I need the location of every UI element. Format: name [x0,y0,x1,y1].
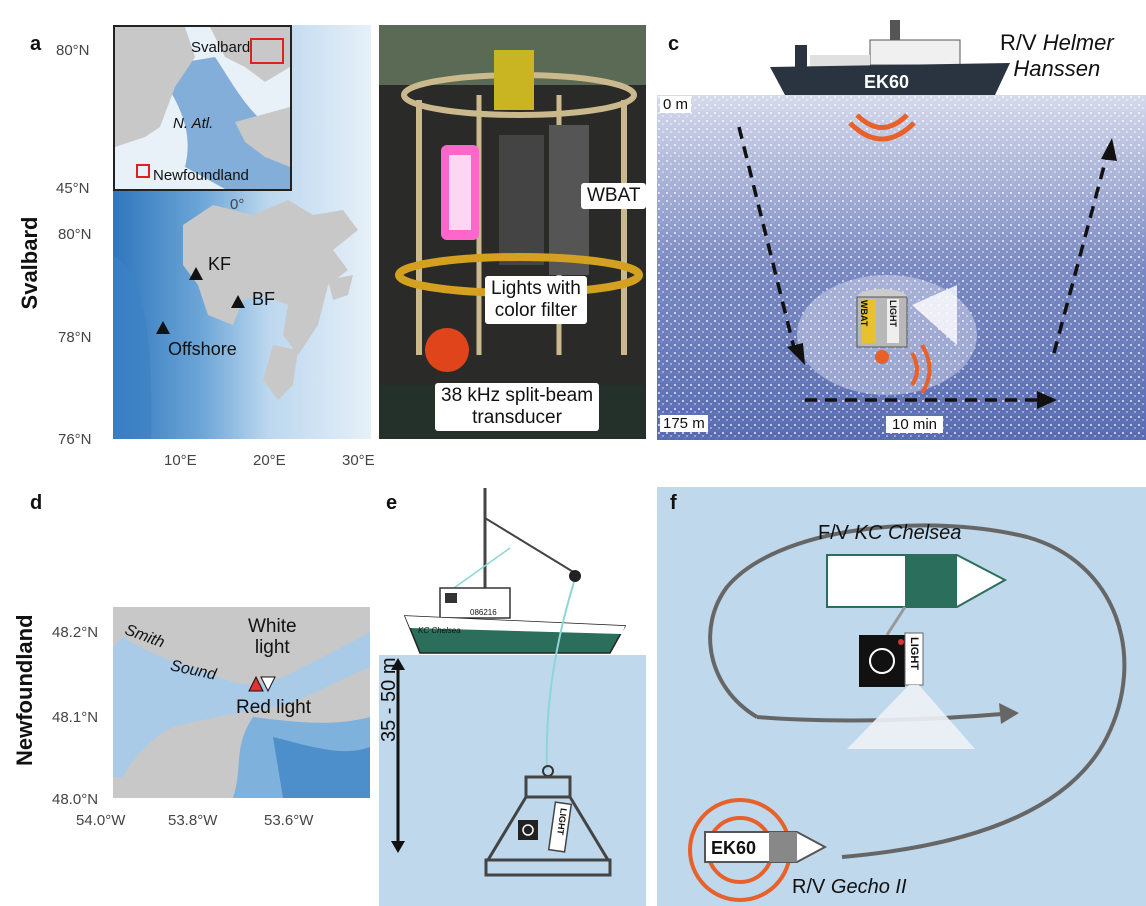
probe-light-text: LIGHT [888,300,898,327]
d-lon-53-6: 53.6°W [264,812,314,829]
svalbard-land [183,200,358,355]
d-lat-48-1: 48.1°N [52,709,99,726]
survey-diagram [688,523,1127,902]
panel-d-side-label: Newfoundland [12,614,37,766]
site-kf-label: KF [208,254,232,274]
depth-range-label: 35 - 50 m [378,657,400,742]
d-lon-53-8: 53.8°W [168,812,218,829]
callout-transducer: 38 kHz split-beam transducer [435,383,600,431]
rv-name-label: R/V Gecho II [792,876,907,899]
a-lat-80: 80°N [58,226,92,243]
red-light-marker [248,675,264,692]
a-lon-10: 10°E [164,452,197,469]
white-light-label: White light [248,616,297,658]
depth-top-label: 0 m [660,96,692,113]
d-lon-54-0: 54.0°W [76,812,126,829]
inset-svalbard-label: Svalbard [191,39,251,56]
helmer-hanssen-vessel [770,20,1010,95]
inset-newfoundland-label: Newfoundland [153,167,249,184]
vessel-name-c-1: Helmer [1042,30,1114,55]
vessel-name-c: R/V Helmer Hanssen [1000,30,1114,82]
white-light-line1: White [248,616,297,637]
panel-d-letter: d [30,492,43,514]
inset-lon-0: 0° [230,196,245,213]
light-markers [248,675,276,693]
callout-lights-line2: color filter [494,300,578,321]
echogram [657,95,1146,440]
panel-f-letter: f [670,492,677,514]
d-lat-48-2: 48.2°N [52,624,99,641]
rv-name: Gecho II [830,876,907,898]
depth-bottom-label: 175 m [660,415,708,432]
boat-number-e: 086216 [470,608,497,617]
callout-transducer-line1: 38 kHz split-beam [441,385,594,406]
callout-transducer-line2: transducer [472,407,562,428]
red-light-label: Red light [236,697,311,718]
fv-name-label: F/V KC Chelsea [818,522,961,545]
callout-wbat: WBAT [581,183,647,209]
vessel-name-c-2: Hanssen [1013,56,1101,81]
panel-a-letter: a [30,33,42,55]
d-lat-48-0: 48.0°N [52,791,99,808]
fishing-boat [403,488,627,654]
panel-e-letter: e [386,492,398,514]
tether-line [545,581,575,771]
echosounder-label-c: EK60 [864,72,910,92]
water-column [379,655,646,906]
a-lon-20: 20°E [253,452,286,469]
site-markers-a [156,267,245,334]
a-lat-76: 76°N [58,431,92,448]
camera-frame [484,765,612,877]
time-label: 10 min [886,416,944,433]
site-bf-marker [231,295,245,308]
light-label-f: LIGHT [908,637,920,670]
newfoundland-map [113,607,370,798]
probe-wbat-text: WBAT [859,300,869,327]
callout-lights: Lights with color filter [485,276,587,324]
depth-arrow [391,658,405,853]
vessel-prefix-c: R/V [1000,30,1043,55]
probe-icon [856,285,957,364]
fv-prefix: F/V [818,522,855,544]
inset-lat-80: 80°N [56,42,90,59]
rv-prefix: R/V [792,876,831,898]
inset-lat-45: 45°N [56,180,90,197]
white-light-marker [260,676,276,693]
inset-map: Svalbard N. Atl. Newfoundland [113,25,292,191]
wbat-photo [379,25,646,439]
echosounder-label-f: EK60 [711,838,757,858]
callout-lights-line1: Lights with [491,278,581,299]
site-offshore-label: Offshore [168,339,237,359]
a-lon-30: 30°E [342,452,375,469]
inset-natl-label: N. Atl. [173,115,214,132]
site-kf-marker [189,267,203,280]
a-lat-78: 78°N [58,329,92,346]
white-light-line2: light [254,637,290,658]
panel-c-letter: c [668,33,680,55]
boat-name-e: KC Chelsea [418,626,461,635]
site-offshore-marker [156,321,170,334]
fv-name: KC Chelsea [854,522,962,544]
panel-a-side-label: Svalbard [17,216,42,310]
site-bf-label: BF [252,289,276,309]
